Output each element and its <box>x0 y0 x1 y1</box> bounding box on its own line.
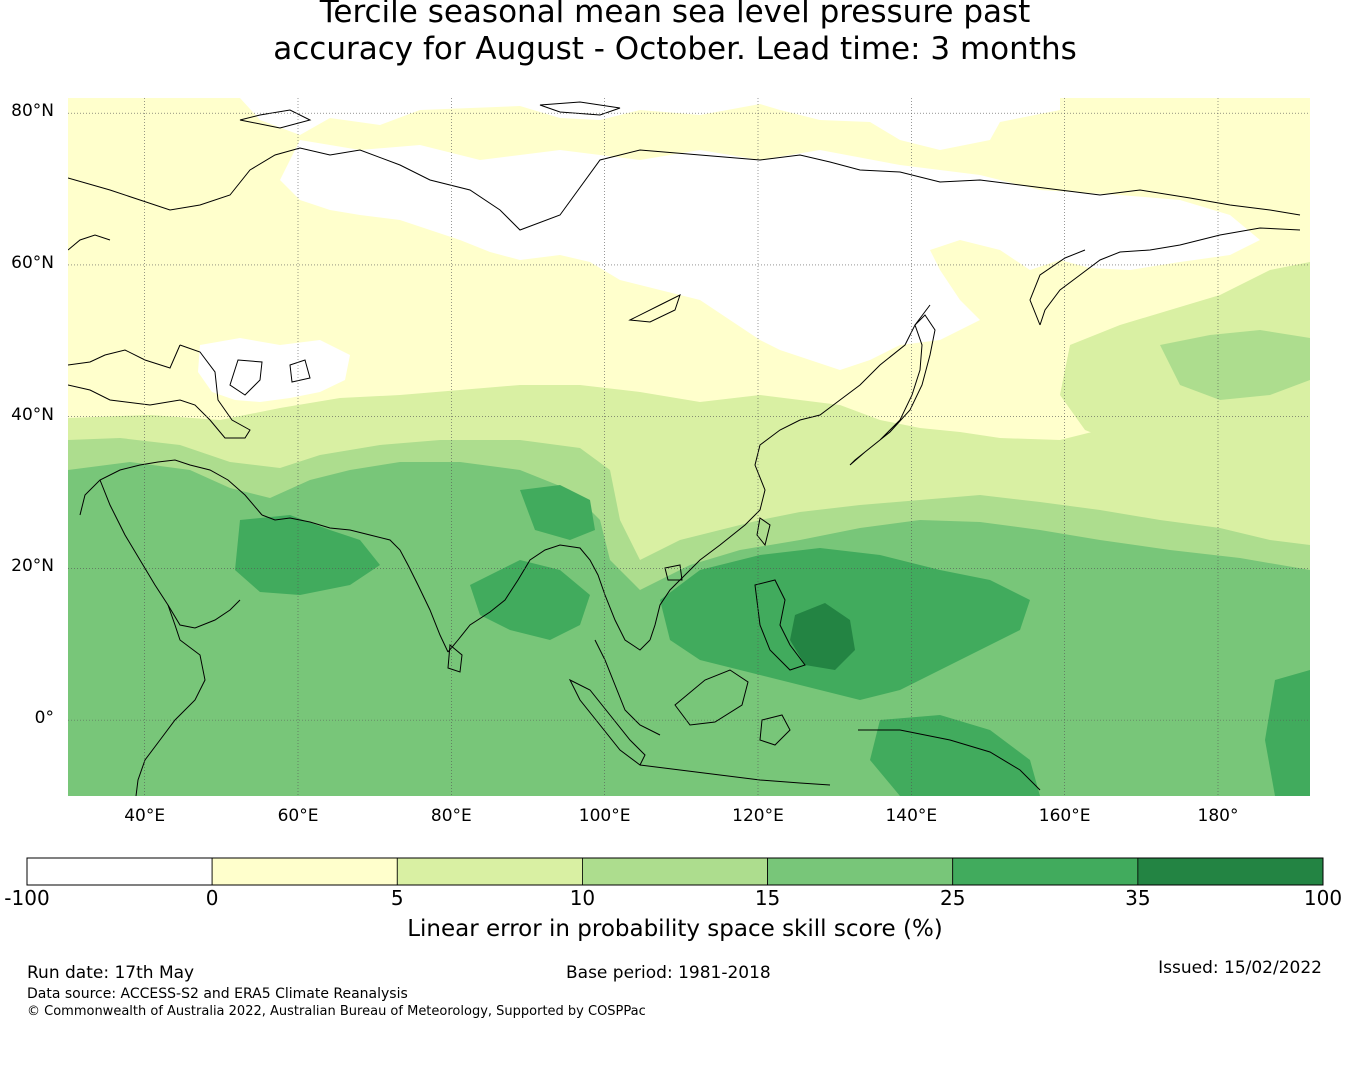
skill-zone-25-35-new-guinea <box>870 715 1040 796</box>
lon-label-80: 80°E <box>430 806 472 826</box>
colorbar-segment-6 <box>1137 857 1324 886</box>
lon-label-100: 100°E <box>578 806 631 826</box>
lat-label-20: 20°N <box>11 556 54 577</box>
colorbar-tick-label-0: -100 <box>4 886 50 910</box>
colorbar-segment-1 <box>211 857 398 886</box>
lat-label-80: 80°N <box>11 101 54 122</box>
colorbar-segment-4 <box>767 857 954 886</box>
colorbar-tick-label-7: 100 <box>1303 886 1343 910</box>
lat-label-0: 0° <box>34 708 54 729</box>
lat-label-60: 60°N <box>11 252 54 273</box>
lon-label-60: 60°E <box>277 806 319 826</box>
skill-zone-35-100-philippine-sea <box>790 603 855 670</box>
colorbar-tick-label-5: 25 <box>939 886 966 910</box>
colorbar-segment-0 <box>26 857 213 886</box>
colorbar-tick-label-1: 0 <box>205 886 219 910</box>
colorbar-tick-label-2: 5 <box>390 886 404 910</box>
data-source: Data source: ACCESS-S2 and ERA5 Climate … <box>27 986 408 1002</box>
skill-zone-25-35-tibet <box>520 485 595 540</box>
lon-label-180: 180° <box>1197 806 1239 826</box>
coastlines <box>68 101 1301 796</box>
skill-zone-negative-arctic <box>240 98 1060 150</box>
lat-label-40: 40°N <box>11 404 54 425</box>
title-line-2: accuracy for August - October. Lead time… <box>273 31 1077 67</box>
skill-zone-negative-siberia <box>280 140 1260 370</box>
run-date: Run date: 17th May <box>27 963 195 983</box>
colorbar-tick-label-3: 10 <box>569 886 596 910</box>
gridlines <box>68 98 1310 796</box>
skill-zone-25-35-central-pacific <box>1265 670 1310 796</box>
skill-zone-negative-caspian <box>198 338 350 402</box>
skill-zone-10-15-pacific-east <box>1160 330 1310 400</box>
colorbar-segment-5 <box>952 857 1139 886</box>
lon-label-40: 40°E <box>124 806 166 826</box>
lon-label-140: 140°E <box>885 806 938 826</box>
title-line-1: Tercile seasonal mean sea level pressure… <box>319 0 1031 30</box>
lon-label-120: 120°E <box>732 806 784 826</box>
skill-zone-25-35-arabia <box>235 515 380 595</box>
colorbar <box>26 857 1324 886</box>
copyright: © Commonwealth of Australia 2022, Austra… <box>27 1004 646 1019</box>
colorbar-segment-2 <box>396 857 583 886</box>
colorbar-segment-3 <box>582 857 768 886</box>
base-period: Base period: 1981-2018 <box>566 963 771 983</box>
colorbar-title: Linear error in probability space skill … <box>407 916 943 942</box>
colorbar-outline <box>26 857 1324 886</box>
issued-date: Issued: 15/02/2022 <box>1158 958 1322 978</box>
skill-zone-25-35-bay-of-bengal <box>470 560 590 640</box>
lon-label-160: 160°E <box>1038 806 1091 826</box>
colorbar-tick-label-6: 35 <box>1125 886 1151 910</box>
colorbar-tick-label-4: 15 <box>754 886 781 910</box>
map-title: Tercile seasonal mean sea level pressure… <box>0 0 1350 68</box>
